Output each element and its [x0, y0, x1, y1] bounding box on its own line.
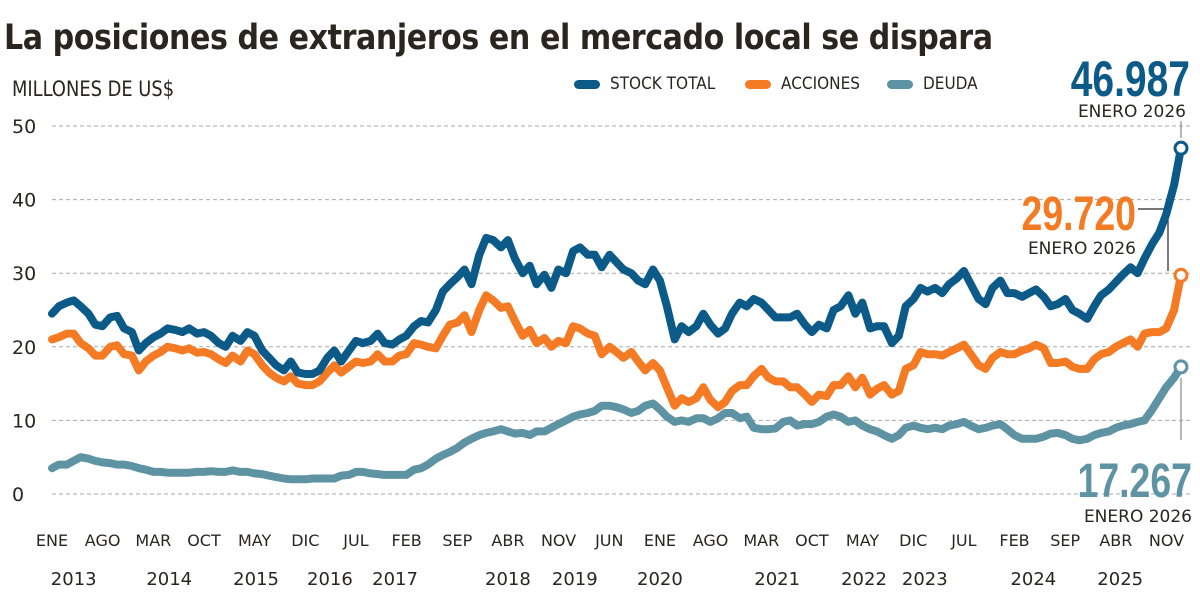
x-tick-year-label: 2016: [307, 569, 353, 590]
endpoint-marker: [1173, 267, 1189, 283]
x-tick-month-label: MAR: [135, 531, 171, 550]
x-tick-month-label: FEB: [999, 531, 1029, 550]
legend-swatch: [886, 79, 913, 89]
x-tick-month-label: SEP: [1050, 531, 1080, 550]
legend-item-stock-total: STOCK TOTAL: [574, 74, 727, 94]
legend-item-deuda: DEUDA: [886, 74, 984, 94]
x-tick-month-label: AGO: [693, 531, 729, 550]
x-tick-month-label: JUN: [594, 531, 623, 550]
legend-label: STOCK TOTAL: [610, 74, 716, 94]
x-tick-year-label: 2020: [637, 569, 683, 590]
annotation-value: 46.987: [1071, 50, 1190, 107]
y-axis-ticks: 0 10 20 30 40 50: [12, 116, 36, 506]
y-tick-label: 0: [12, 484, 24, 506]
series-line-deuda: [48, 362, 1185, 484]
y-tick-label: 10: [12, 410, 36, 432]
x-tick-year-label: 2022: [841, 569, 887, 590]
y-axis-unit-label: MILLONES DE US$: [12, 77, 175, 101]
legend-label: ACCIONES: [780, 74, 860, 94]
legend-swatch: [574, 79, 600, 89]
x-tick-year-label: 2023: [902, 569, 948, 590]
x-tick-month-label: AGO: [85, 531, 121, 550]
y-tick-label: 50: [12, 116, 36, 138]
x-tick-year-label: 2013: [51, 569, 97, 590]
x-tick-year-label: 2025: [1097, 569, 1143, 590]
x-tick-year-label: 2015: [233, 569, 279, 590]
y-tick-label: 30: [12, 263, 36, 285]
x-tick-month-label: ENE: [644, 531, 676, 550]
x-tick-month-label: MAR: [743, 531, 779, 550]
series-line-stock-total: [48, 144, 1185, 378]
x-tick-month-label: JUL: [950, 531, 976, 550]
x-tick-month-label: NOV: [1149, 531, 1184, 550]
y-tick-label: 20: [12, 337, 36, 359]
annotation-date: ENERO 2026: [1028, 239, 1136, 259]
x-tick-month-label: MAY: [238, 531, 272, 550]
series-lines: [48, 144, 1185, 484]
x-tick-year-label: 2019: [552, 569, 598, 590]
x-tick-month-label: ABR: [491, 531, 524, 550]
x-tick-year-label: 2014: [146, 569, 192, 590]
annotation-date: ENERO 2026: [1084, 507, 1192, 527]
x-tick-month-label: ENE: [36, 531, 68, 550]
annotation-date: ENERO 2026: [1078, 102, 1186, 122]
x-tick-month-label: OCT: [795, 531, 829, 550]
x-tick-month-label: FEB: [391, 531, 421, 550]
x-axis-ticks: ENE AGO MAR OCT MAY DIC JUL FEB SEP ABR NOV JUN ENE A…: [36, 531, 1184, 590]
endpoint-marker: [1173, 359, 1189, 375]
x-tick-month-label: OCT: [187, 531, 221, 550]
legend-item-acciones: ACCIONES: [744, 74, 869, 94]
legend-label: DEUDA: [922, 74, 978, 94]
endpoint-markers: [1173, 140, 1189, 375]
x-tick-year-label: 2021: [754, 569, 800, 590]
annotation-value: 29.720: [1022, 188, 1136, 242]
x-tick-year-label: 2017: [372, 569, 418, 590]
x-tick-month-label: DIC: [291, 531, 319, 550]
y-tick-label: 40: [12, 190, 36, 212]
x-tick-month-label: ABR: [1099, 531, 1132, 550]
endpoint-marker: [1173, 140, 1189, 156]
chart-title: La posiciones de extranjeros en el merca…: [4, 18, 993, 58]
x-tick-month-label: NOV: [541, 531, 576, 550]
x-tick-year-label: 2018: [485, 569, 531, 590]
x-tick-month-label: JUL: [342, 531, 368, 550]
x-tick-year-label: 2024: [1010, 569, 1056, 590]
series-line-acciones: [48, 271, 1185, 412]
x-tick-month-label: DIC: [899, 531, 927, 550]
legend: STOCK TOTAL ACCIONES DEUDA: [574, 74, 1001, 94]
legend-swatch: [744, 79, 771, 89]
annotation-value: 17.267: [1078, 455, 1192, 509]
x-tick-month-label: SEP: [442, 531, 472, 550]
x-tick-month-label: MAY: [846, 531, 880, 550]
